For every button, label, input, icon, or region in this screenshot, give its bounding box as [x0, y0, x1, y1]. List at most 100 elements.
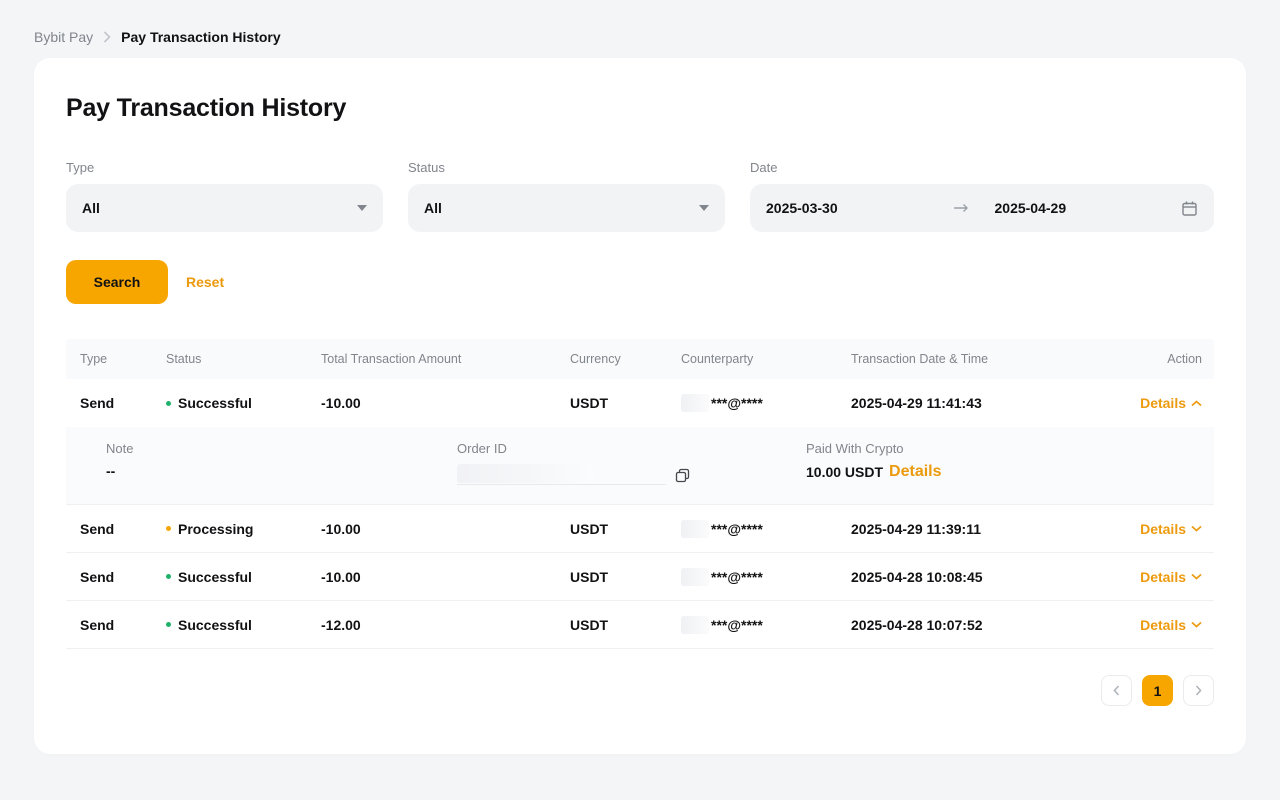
table-row: Send Successful -10.00 USDT ***@**** 202…: [66, 379, 1214, 427]
cell-status: Successful: [166, 617, 321, 633]
col-header-datetime: Transaction Date & Time: [851, 352, 989, 366]
details-toggle[interactable]: Details: [1140, 521, 1202, 537]
cell-currency: USDT: [570, 616, 609, 633]
chevron-right-icon: [103, 31, 111, 43]
copy-icon[interactable]: [675, 468, 690, 485]
redacted-blur: [681, 394, 709, 412]
date-filter-label: Date: [750, 160, 778, 175]
status-select[interactable]: All: [408, 184, 725, 232]
order-id-block: Order ID: [457, 441, 806, 504]
type-filter: Type All: [66, 160, 383, 232]
col-header-amount: Total Transaction Amount: [321, 352, 462, 366]
order-id-label: Order ID: [457, 441, 507, 456]
paid-with-crypto-value: 10.00 USDT: [806, 464, 884, 480]
cell-amount: -10.00: [321, 395, 361, 411]
chevron-down-icon: [1191, 525, 1202, 532]
date-range-input[interactable]: 2025-03-30 2025-04-29: [750, 184, 1214, 232]
search-button[interactable]: Search: [66, 260, 168, 304]
details-toggle[interactable]: Details: [1140, 395, 1202, 411]
status-select-value: All: [424, 200, 442, 216]
cell-type: Send: [80, 568, 115, 585]
note-block: Note --: [106, 441, 457, 504]
cell-counterparty: ***@****: [681, 519, 851, 538]
redacted-blur: [681, 519, 709, 538]
transactions-table: Type Status Total Transaction Amount Cur…: [66, 339, 1214, 649]
status-dot-icon: [166, 574, 171, 579]
breadcrumb-current: Pay Transaction History: [121, 29, 281, 45]
cell-currency: USDT: [570, 395, 609, 411]
cell-counterparty: ***@****: [681, 394, 851, 412]
cell-datetime: 2025-04-29 11:41:43: [851, 395, 982, 411]
status-filter: Status All: [408, 160, 725, 232]
details-toggle[interactable]: Details: [1140, 617, 1202, 633]
col-header-counterparty: Counterparty: [681, 352, 754, 366]
cell-amount: -10.00: [321, 520, 361, 537]
cell-datetime: 2025-04-28 10:08:45: [851, 568, 983, 585]
page-1-button[interactable]: 1: [1142, 675, 1173, 706]
cell-type: Send: [80, 395, 115, 411]
content-card: Pay Transaction History Type All Status …: [34, 58, 1246, 754]
status-filter-label: Status: [408, 160, 445, 175]
chevron-down-icon: [357, 205, 367, 211]
pagination: 1: [66, 675, 1214, 706]
status-dot-icon: [166, 526, 171, 531]
chevron-down-icon: [1191, 573, 1202, 580]
expanded-detail-panel: Note -- Order ID Paid With Cry: [66, 427, 1214, 505]
chevron-down-icon: [699, 205, 709, 211]
cell-datetime: 2025-04-28 10:07:52: [851, 616, 983, 633]
breadcrumb-bybit-pay[interactable]: Bybit Pay: [34, 29, 94, 45]
order-id-value-redacted: [457, 463, 666, 485]
filters: Type All Status All Date 2025-03-30: [66, 160, 1214, 232]
next-page-button[interactable]: [1183, 675, 1214, 706]
table-row: Send Processing -10.00 USDT ***@**** 202…: [66, 505, 1214, 553]
redacted-blur: [681, 567, 709, 586]
cell-currency: USDT: [570, 520, 609, 537]
chevron-up-icon: [1191, 399, 1202, 406]
date-end-value[interactable]: 2025-04-29: [994, 200, 1067, 216]
cell-currency: USDT: [570, 568, 609, 585]
arrow-right-icon: [953, 203, 969, 213]
status-dot-icon: [166, 400, 171, 406]
cell-type: Send: [80, 616, 115, 633]
prev-page-button[interactable]: [1101, 675, 1132, 706]
col-header-status: Status: [166, 352, 202, 366]
col-header-currency: Currency: [570, 352, 621, 366]
cell-amount: -10.00: [321, 568, 361, 585]
cell-datetime: 2025-04-29 11:39:11: [851, 520, 981, 537]
date-start-value[interactable]: 2025-03-30: [766, 200, 838, 216]
table-row: Send Successful -10.00 USDT ***@**** 202…: [66, 553, 1214, 601]
page-title: Pay Transaction History: [66, 94, 347, 122]
table-row: Send Successful -12.00 USDT ***@**** 202…: [66, 601, 1214, 649]
chevron-left-icon: [1113, 685, 1120, 696]
cell-status: Processing: [166, 521, 321, 537]
col-header-type: Type: [80, 352, 108, 366]
redacted-blur: [457, 464, 593, 483]
filter-actions: Search Reset: [66, 260, 1214, 304]
paid-details-link[interactable]: Details: [889, 463, 942, 480]
paid-with-crypto-label: Paid With Crypto: [806, 441, 904, 456]
table-header-row: Type Status Total Transaction Amount Cur…: [66, 339, 1214, 379]
type-filter-label: Type: [66, 160, 95, 175]
redacted-blur: [681, 615, 709, 634]
type-select-value: All: [82, 200, 100, 216]
reset-button[interactable]: Reset: [186, 274, 225, 290]
cell-status: Successful: [166, 569, 321, 585]
cell-counterparty: ***@****: [681, 567, 851, 586]
note-value: --: [106, 463, 116, 479]
cell-type: Send: [80, 520, 115, 537]
chevron-right-icon: [1195, 685, 1202, 696]
details-toggle[interactable]: Details: [1140, 569, 1202, 585]
status-dot-icon: [166, 622, 171, 627]
date-filter: Date 2025-03-30 2025-04-29: [750, 160, 1214, 232]
type-select[interactable]: All: [66, 184, 383, 232]
calendar-icon[interactable]: [1181, 200, 1198, 217]
cell-counterparty: ***@****: [681, 615, 851, 634]
note-label: Note: [106, 441, 134, 456]
col-header-action: Action: [1167, 352, 1202, 366]
cell-status: Successful: [166, 395, 321, 411]
cell-amount: -12.00: [321, 616, 361, 633]
paid-with-crypto-block: Paid With Crypto 10.00 USDT Details: [806, 441, 1202, 504]
breadcrumb: Bybit Pay Pay Transaction History: [0, 0, 1280, 48]
chevron-down-icon: [1191, 621, 1202, 628]
